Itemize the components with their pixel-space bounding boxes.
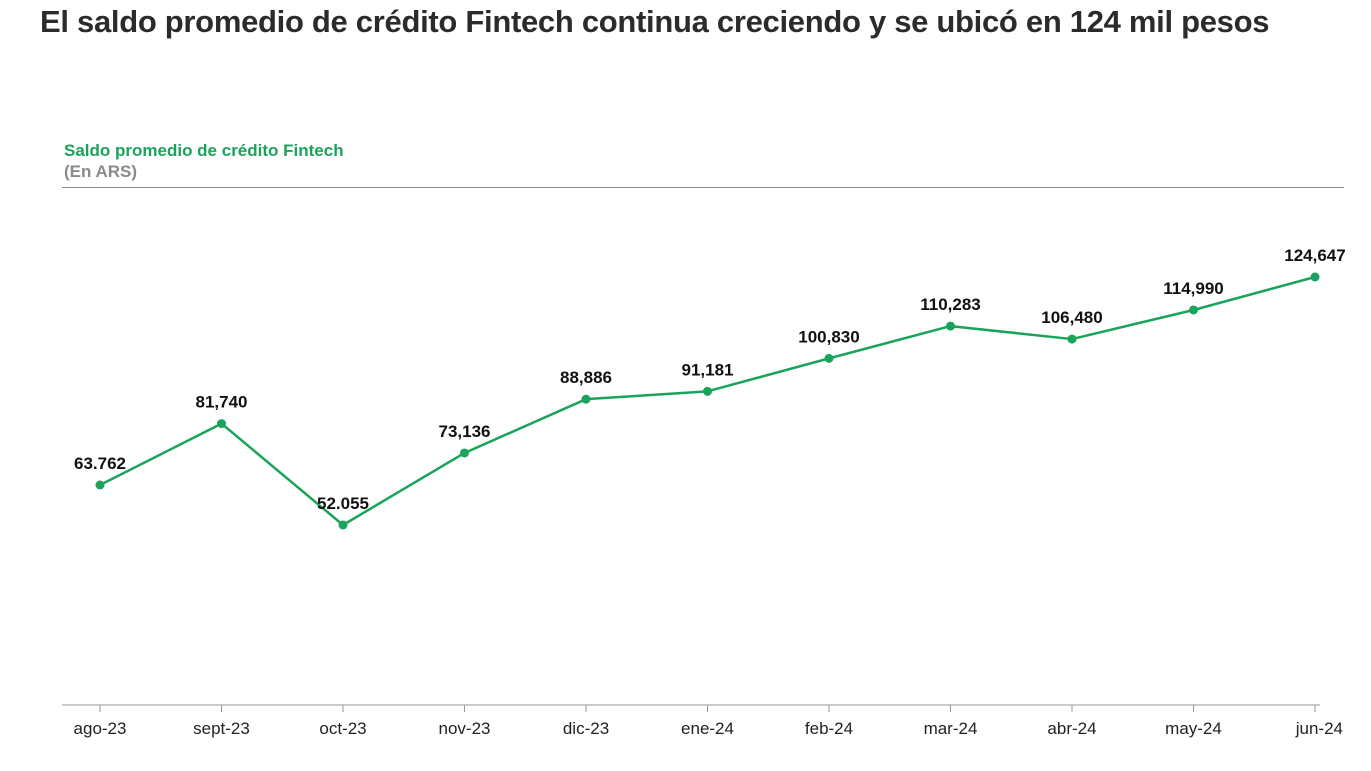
x-tick-label-ago-23: ago-23 <box>74 719 127 738</box>
data-point-feb-24 <box>824 353 834 363</box>
data-point-abr-24 <box>1067 334 1077 344</box>
data-label-ene-24: 91,181 <box>682 360 734 379</box>
page-title: El saldo promedio de crédito Fintech con… <box>40 4 1270 39</box>
data-label-oct-23: 52.055 <box>317 494 369 513</box>
x-tick-label-oct-23: oct-23 <box>319 719 366 738</box>
data-point-dic-23 <box>581 394 591 404</box>
x-tick-label-abr-24: abr-24 <box>1047 719 1096 738</box>
data-label-may-24: 114,990 <box>1163 279 1224 298</box>
data-label-mar-24: 110,283 <box>920 295 981 314</box>
data-point-oct-23 <box>338 520 348 530</box>
data-point-ago-23 <box>95 480 105 490</box>
series-line <box>99 275 1316 527</box>
data-point-jun-24 <box>1310 272 1320 282</box>
data-points <box>95 272 1320 530</box>
chart-title: Saldo promedio de crédito Fintech <box>64 141 344 160</box>
data-label-ago-23: 63.762 <box>74 454 126 473</box>
x-tick-label-dic-23: dic-23 <box>563 719 609 738</box>
data-label-abr-24: 106,480 <box>1041 308 1102 327</box>
x-tick-label-sept-23: sept-23 <box>193 719 250 738</box>
data-point-mar-24 <box>946 321 955 331</box>
data-point-nov-23 <box>460 448 469 458</box>
data-label-jun-24: 124,647 <box>1284 246 1345 265</box>
data-point-sept-23 <box>217 419 226 429</box>
data-label-feb-24: 100,830 <box>798 327 859 346</box>
x-tick-label-jun-24: jun-24 <box>1295 719 1343 738</box>
x-tick-label-feb-24: feb-24 <box>805 719 853 738</box>
data-label-sept-23: 81,740 <box>196 393 248 412</box>
x-tick-label-mar-24: mar-24 <box>924 719 978 738</box>
x-axis-ticks <box>99 705 1316 712</box>
data-label-nov-23: 73,136 <box>439 422 491 441</box>
chart-subtitle: (En ARS) <box>64 162 138 181</box>
data-label-dic-23: 88,886 <box>560 368 612 387</box>
data-point-may-24 <box>1189 305 1198 315</box>
data-labels: 63.762 81,740 52.055 73,136 88,886 91,181 100,… <box>74 246 1346 513</box>
x-tick-labels: ago-23 sept-23 oct-23 nov-23 dic-23 ene-24 feb… <box>74 719 1343 738</box>
x-tick-label-may-24: may-24 <box>1165 719 1222 738</box>
x-tick-label-ene-24: ene-24 <box>681 719 734 738</box>
header-divider <box>62 187 1344 188</box>
data-point-ene-24 <box>703 386 712 396</box>
x-tick-label-nov-23: nov-23 <box>439 719 491 738</box>
